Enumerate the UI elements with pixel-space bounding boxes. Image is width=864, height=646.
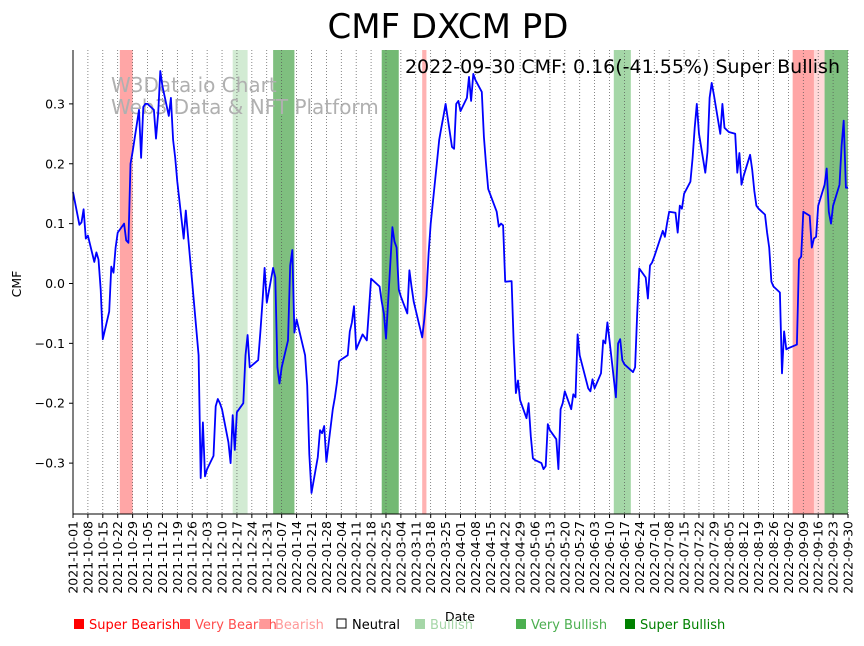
- x-tick-label: 2022-09-16: [811, 521, 826, 594]
- x-tick-label: 2022-05-06: [528, 521, 543, 594]
- y-tick-label: 0.2: [45, 156, 65, 171]
- legend-swatch: [336, 618, 347, 629]
- x-tick-label: 2021-12-24: [244, 521, 259, 594]
- x-tick-label: 2022-03-04: [393, 521, 408, 594]
- legend-label: Super Bearish: [89, 618, 180, 633]
- y-axis-ticks: −0.3 −0.2 −0.1 0.0 0.1 0.2 0.3: [35, 96, 73, 471]
- x-tick-label: 2022-02-25: [379, 521, 394, 594]
- x-axis-ticks: 2021-10-01 2021-10-08 2021-10-15 2021-10-22…: [66, 514, 856, 594]
- band-super-bullish: [273, 50, 295, 514]
- annotation-text: 2022-09-30 CMF: 0.16(-41.55%) Super Bull…: [405, 56, 840, 78]
- watermark-line-2: Web3 Data & NFT Platform: [111, 95, 379, 119]
- y-tick-label: −0.1: [35, 336, 65, 351]
- x-tick-label: 2022-09-02: [781, 521, 796, 594]
- x-tick-label: 2021-11-12: [155, 521, 170, 594]
- x-tick-label: 2022-05-27: [572, 521, 587, 594]
- x-tick-label: 2022-03-18: [423, 521, 438, 594]
- x-tick-label: 2022-04-29: [513, 521, 528, 594]
- x-tick-label: 2022-04-01: [453, 521, 468, 594]
- legend-label: Neutral: [352, 618, 400, 633]
- x-tick-label: 2022-01-28: [319, 521, 334, 594]
- x-tick-label: 2022-03-11: [408, 521, 423, 594]
- legend-swatch: [260, 619, 270, 629]
- legend-label: Bullish: [430, 618, 473, 633]
- x-tick-label: 2022-02-18: [364, 521, 379, 594]
- x-tick-label: 2022-09-30: [841, 521, 856, 594]
- x-tick-label: 2021-12-10: [215, 521, 230, 594]
- x-tick-label: 2022-04-08: [468, 521, 483, 594]
- x-tick-label: 2021-11-26: [185, 521, 200, 594]
- x-tick-label: 2022-01-07: [274, 521, 289, 594]
- band-super-bullish: [824, 50, 848, 514]
- x-tick-label: 2022-08-19: [751, 521, 766, 594]
- x-tick-label: 2022-06-24: [632, 521, 647, 594]
- x-tick-label: 2022-01-14: [289, 521, 304, 594]
- x-axis-label: Date: [445, 609, 475, 624]
- x-tick-label: 2022-09-09: [796, 521, 811, 594]
- x-tick-label: 2021-12-31: [259, 521, 274, 594]
- band-super-bearish: [422, 50, 427, 514]
- x-tick-label: 2022-06-17: [617, 521, 632, 594]
- x-tick-label: 2022-05-20: [557, 521, 572, 594]
- x-tick-label: 2022-04-15: [483, 521, 498, 594]
- x-tick-label: 2021-10-29: [125, 521, 140, 594]
- x-tick-label: 2021-12-03: [200, 521, 215, 594]
- legend-swatch: [415, 619, 425, 629]
- x-tick-label: 2022-04-22: [498, 521, 513, 594]
- x-tick-label: 2022-07-15: [677, 521, 692, 594]
- x-tick-label: 2022-07-08: [662, 521, 677, 594]
- y-tick-label: 0.1: [45, 216, 65, 231]
- x-tick-label: 2021-10-01: [66, 521, 81, 594]
- x-tick-label: 2022-02-11: [349, 521, 364, 594]
- legend-label: Very Bearish: [195, 618, 277, 633]
- x-tick-label: 2022-09-23: [826, 521, 841, 594]
- x-tick-label: 2022-08-26: [766, 521, 781, 594]
- legend-label: Super Bullish: [640, 618, 725, 633]
- x-tick-label: 2022-06-03: [587, 521, 602, 594]
- watermark-line-1: W3Data.io Chart: [111, 73, 277, 97]
- legend-swatch: [74, 619, 84, 629]
- band-bearish: [813, 50, 825, 514]
- x-tick-label: 2021-10-08: [80, 521, 95, 594]
- legend-swatch: [180, 619, 190, 629]
- x-tick-label: 2021-11-19: [170, 521, 185, 594]
- x-tick-label: 2022-08-12: [736, 521, 751, 594]
- band-super-bullish: [381, 50, 399, 514]
- legend-label: Bearish: [275, 618, 324, 633]
- cmf-series: [72, 70, 848, 494]
- legend-label: Very Bullish: [531, 618, 607, 633]
- y-tick-label: 0.3: [45, 96, 65, 111]
- legend-swatch: [516, 619, 526, 629]
- y-tick-label: −0.2: [35, 396, 65, 411]
- x-tick-label: 2022-06-10: [602, 521, 617, 594]
- x-tick-label: 2022-02-04: [334, 521, 349, 594]
- x-tick-label: 2022-05-13: [542, 521, 557, 594]
- x-tick-label: 2021-11-05: [140, 521, 155, 594]
- vertical-gridlines: [72, 50, 849, 514]
- x-tick-label: 2022-07-22: [692, 521, 707, 594]
- x-tick-label: 2022-07-01: [647, 521, 662, 594]
- y-tick-label: −0.3: [35, 456, 65, 471]
- x-tick-label: 2021-10-22: [110, 521, 125, 594]
- x-tick-label: 2022-07-29: [706, 521, 721, 594]
- x-tick-label: 2021-10-15: [95, 521, 110, 594]
- band-very-bullish: [613, 50, 631, 514]
- x-tick-label: 2021-12-17: [229, 521, 244, 594]
- x-tick-label: 2022-01-21: [304, 521, 319, 594]
- legend-swatch: [625, 619, 635, 629]
- cmf-line: [72, 70, 848, 494]
- chart-title: CMF DXCM PD: [327, 7, 568, 47]
- band-super-bearish: [119, 50, 133, 514]
- x-tick-label: 2022-03-25: [438, 521, 453, 594]
- y-axis-label: CMF: [9, 271, 24, 298]
- y-tick-label: 0.0: [45, 276, 65, 291]
- x-tick-label: 2022-08-05: [721, 521, 736, 594]
